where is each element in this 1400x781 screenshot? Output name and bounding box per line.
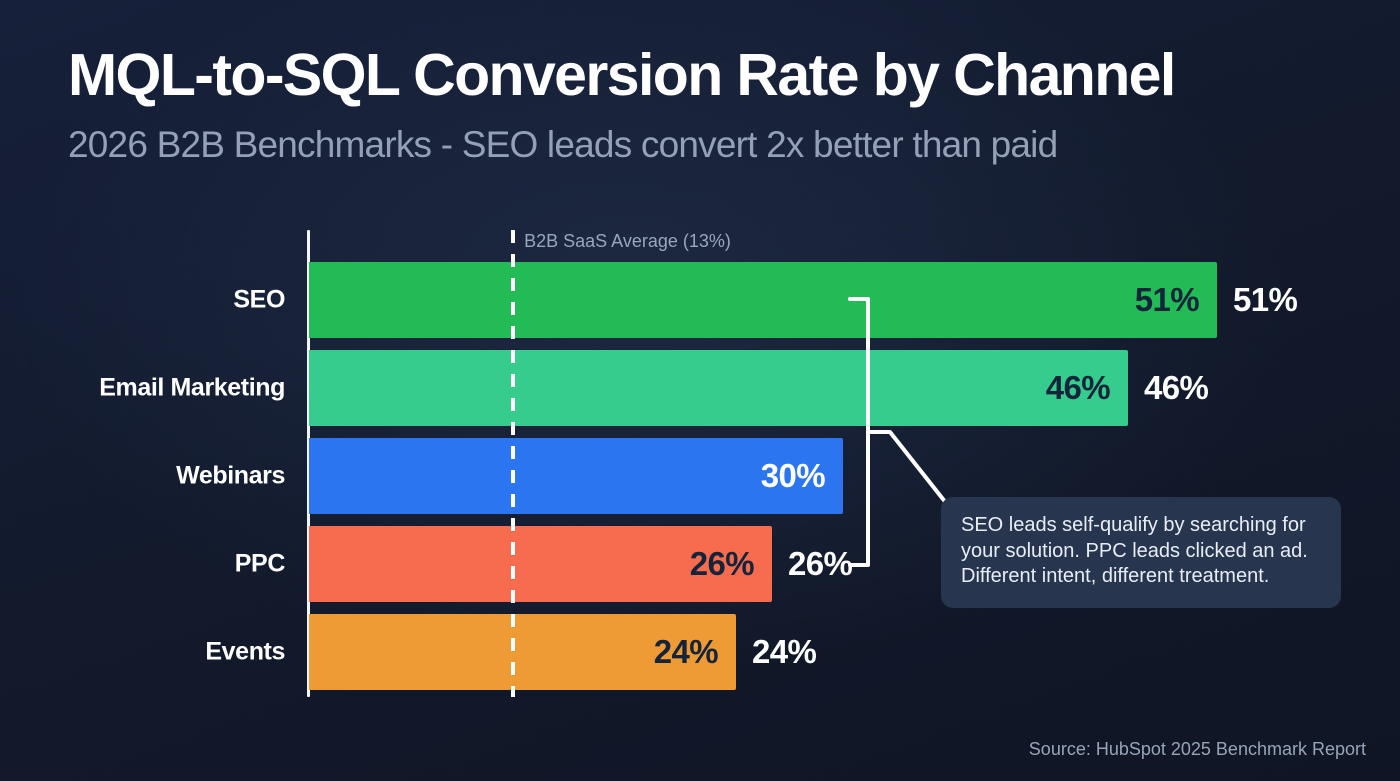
annotation-callout: SEO leads self-qualify by searching for …: [941, 497, 1341, 608]
bar-row: Webinars 30%: [176, 438, 1043, 514]
bar-events[interactable]: [309, 614, 736, 690]
bar-value-outside: 26%: [788, 545, 853, 582]
category-label-email-marketing: Email Marketing: [0, 350, 285, 426]
bar-row: Email Marketing 46% 46%: [99, 350, 1328, 426]
chart-subtitle: 2026 B2B Benchmarks - SEO leads convert …: [68, 124, 1058, 165]
category-label-text: SEO: [233, 285, 285, 314]
category-label-seo: SEO: [0, 262, 285, 338]
reference-line-label: B2B SaaS Average (13%): [524, 231, 731, 251]
bar-value-inside: 51%: [1134, 281, 1200, 318]
bar-email-marketing[interactable]: [309, 350, 1128, 426]
bar-row: Events 24% 24%: [205, 614, 936, 690]
y-axis-line: [307, 230, 310, 697]
category-label-text: Webinars: [176, 461, 285, 490]
bar-row: SEO 51% 51%: [233, 262, 1400, 338]
source-note: Source: HubSpot 2025 Benchmark Report: [1028, 739, 1366, 759]
bar-row: PPC 26% 26%: [235, 526, 972, 602]
bar-value-outside: 51%: [1233, 281, 1298, 318]
reference-line-b2b-saas-average: [511, 230, 516, 697]
annotation-callout-text: SEO leads self-qualify by searching for …: [961, 514, 1308, 588]
bar-webinars[interactable]: [309, 438, 843, 514]
bar-value-inside: 46%: [1045, 369, 1111, 406]
category-label-text: Events: [205, 637, 285, 666]
bar-value-outside: 46%: [1144, 369, 1209, 406]
bar-value-inside: 26%: [689, 545, 755, 582]
bar-seo[interactable]: [309, 262, 1217, 338]
category-label-events: Events: [0, 614, 285, 690]
category-label-webinars: Webinars: [0, 438, 285, 514]
category-label-text: PPC: [234, 549, 286, 578]
bar-value-inside: 24%: [653, 633, 719, 670]
category-label-ppc: PPC: [0, 526, 286, 602]
bar-ppc[interactable]: [309, 526, 772, 602]
page-title: MQL-to-SQL Conversion Rate by Channel: [68, 42, 1176, 108]
chart-header: MQL-to-SQL Conversion Rate by Channel 20…: [68, 42, 1176, 165]
category-label-text: Email Marketing: [99, 373, 285, 402]
bar-value-inside: 30%: [760, 457, 826, 494]
bar-value-outside: 24%: [752, 633, 817, 670]
